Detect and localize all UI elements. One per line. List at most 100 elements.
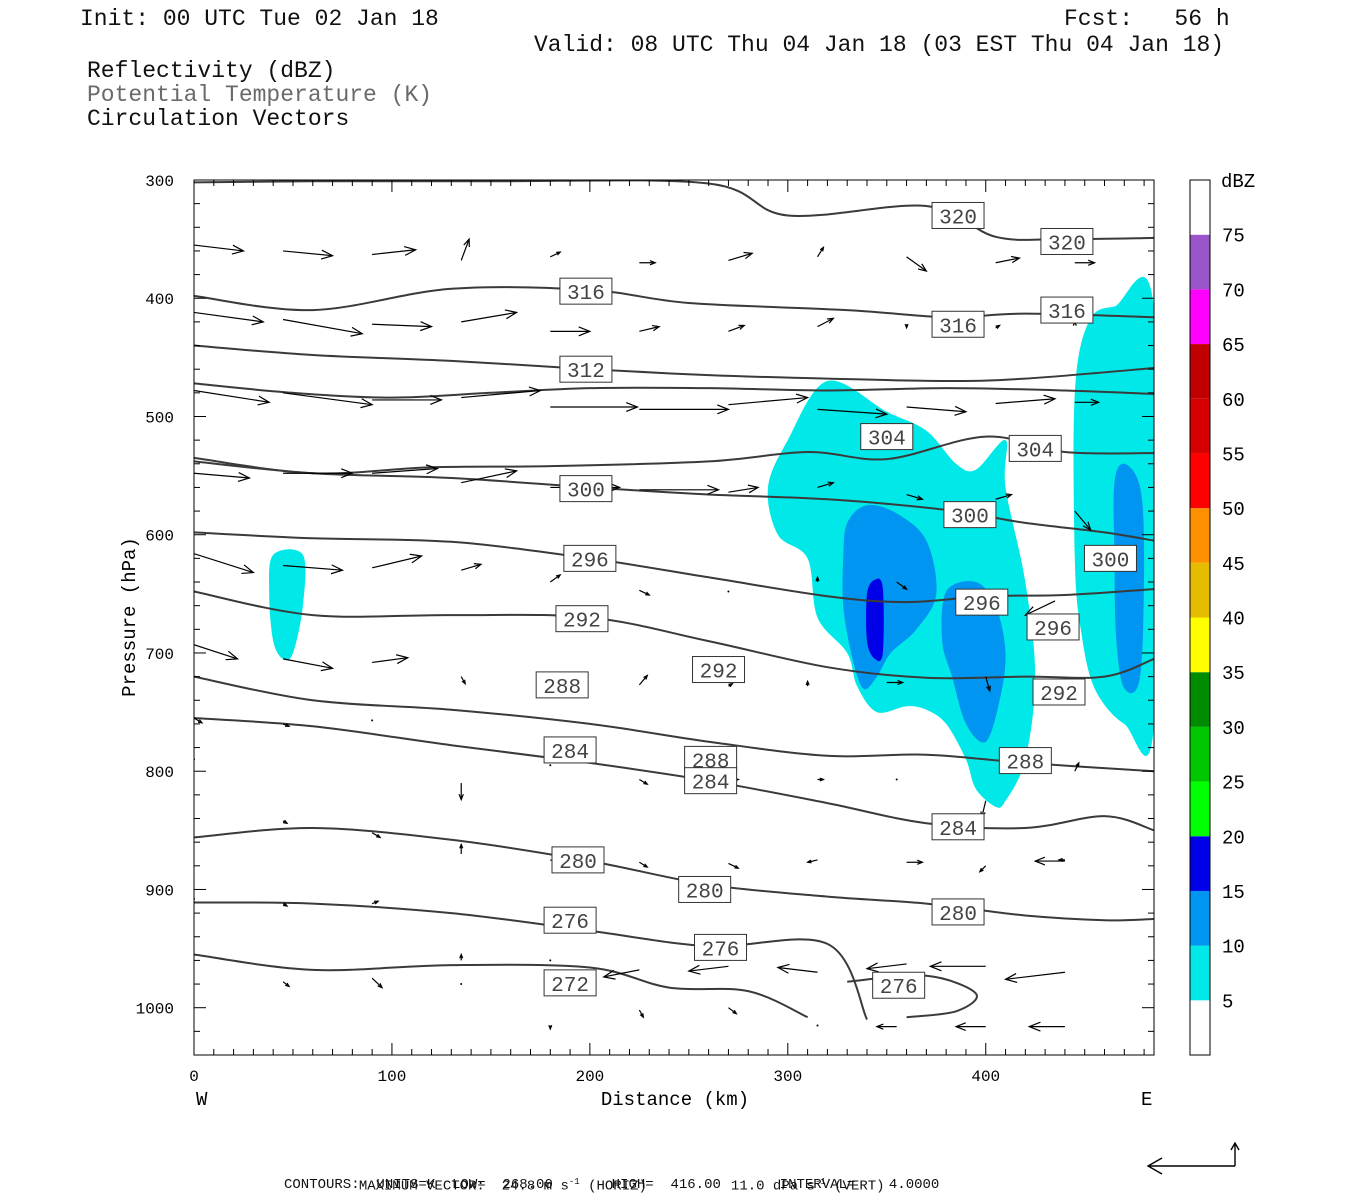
vector-head [649,260,657,266]
vector-head [897,679,905,686]
theta-label-box-272 [543,969,597,997]
theta-contour-272 [194,953,809,1019]
plot-frame [193,179,1155,1056]
circulation-vector [1074,259,1097,266]
vector-head [734,864,740,869]
theta-label-box-276 [543,906,597,934]
colorbar-swatch [1190,945,1210,1001]
vector-head [995,324,1001,329]
theta-label-280: 280 [686,881,724,904]
circulation-vector [817,317,835,328]
circulation-vector [639,778,649,786]
circulation-vector [886,679,905,686]
circulation-vector [283,468,354,479]
theta-label-320: 320 [1048,233,1086,256]
x-axis-label: Distance (km) [601,1089,749,1111]
x-tick-label: 0 [189,1068,199,1086]
vector-dot [371,719,374,722]
vector-head [954,1022,966,1032]
figure-header: Init: 00 UTC Tue 02 Jan 18 Fcst: 56 h Va… [0,0,1350,140]
vector-shaft [372,555,422,569]
vector-shaft [995,398,1056,405]
circulation-vector [816,246,825,258]
valid-time: Valid: 08 UTC Thu 04 Jan 18 (03 EST Thu … [534,32,1225,58]
vector-head [257,395,271,406]
potential-temperature-contours [194,180,1154,1020]
theta-label-box-276 [872,971,926,999]
colorbar-label: 20 [1222,827,1245,849]
east-label: E [1141,1089,1152,1111]
theta-label-box-280 [551,846,605,874]
x-tick-label: 100 [378,1068,407,1086]
vector-head [1003,973,1018,984]
theta-label-276: 276 [551,912,589,935]
vector-head [902,585,908,591]
vector-head [237,472,252,483]
vector-head [376,833,382,839]
vector-shaft [194,472,250,479]
vector-head [978,867,984,873]
reflectivity-region-15dbz [866,578,884,662]
circulation-vector [548,1025,553,1031]
vector-head [738,324,746,330]
vector-dot [727,590,730,593]
circulation-vector [638,674,649,686]
vector-head [928,961,942,972]
theta-label-304: 304 [1016,440,1054,463]
vector-head [865,962,879,973]
circulation-vector [639,260,657,266]
circulation-vector [371,719,374,722]
vector-shaft [461,389,541,399]
circulation-vector [928,961,986,972]
vector-head [643,674,649,680]
vector-head [461,679,466,686]
circulation-vector [906,256,928,272]
theta-label-box-304 [1008,434,1062,462]
circulation-vector [1074,398,1101,406]
circulation-vector [728,1007,738,1015]
theta-label-box-312 [559,355,613,383]
circulation-vector [638,1009,645,1019]
colorbar-swatch [1190,726,1210,782]
field-potential-temperature: Potential Temperature (K) [87,82,433,108]
vector-shaft [1005,971,1065,980]
vector-shaft [639,326,660,332]
vector-head [285,982,291,988]
vector-shaft [194,244,244,252]
vector-head [602,969,616,980]
vector-shaft [371,977,383,989]
circulation-vector [282,658,335,672]
theta-contour-296 [194,531,1154,604]
theta-contour-280 [194,826,1154,922]
circulation-vector [282,902,289,907]
vector-shaft [728,862,739,869]
circulation-vector [906,405,968,416]
vector-head [1082,521,1092,532]
vector-head [917,859,925,865]
vector-shaft [995,257,1020,264]
contour-labels: 320 320 316 316 316 312 304 304 300 300 300 296 296 2… [535,201,1137,1000]
vector-head [556,251,562,256]
max-horiz-value: 24.8 m s [501,1178,569,1195]
vector-shaft [638,675,648,686]
vector-head [652,324,661,332]
vector-head [463,237,470,248]
circulation-vector [728,682,734,688]
theta-label-300: 300 [951,507,989,530]
vector-head [904,323,909,330]
vector-head [1075,761,1080,767]
theta-label-box-316 [1040,296,1094,324]
circulation-vector [776,963,818,974]
vector-shaft [194,311,264,323]
theta-label-box-292 [1032,678,1086,706]
colorbar-swatch [1190,890,1210,946]
theta-label-292: 292 [1040,684,1078,707]
theta-label-316: 316 [939,316,977,339]
vector-shaft [194,389,270,403]
vector-head [819,246,825,252]
field-reflectivity: Reflectivity (dBZ) [87,58,336,84]
theta-label-box-316 [931,310,985,338]
colorbar-label: 10 [1222,937,1245,959]
colorbar-label: 5 [1222,991,1233,1013]
vector-head [875,408,889,419]
